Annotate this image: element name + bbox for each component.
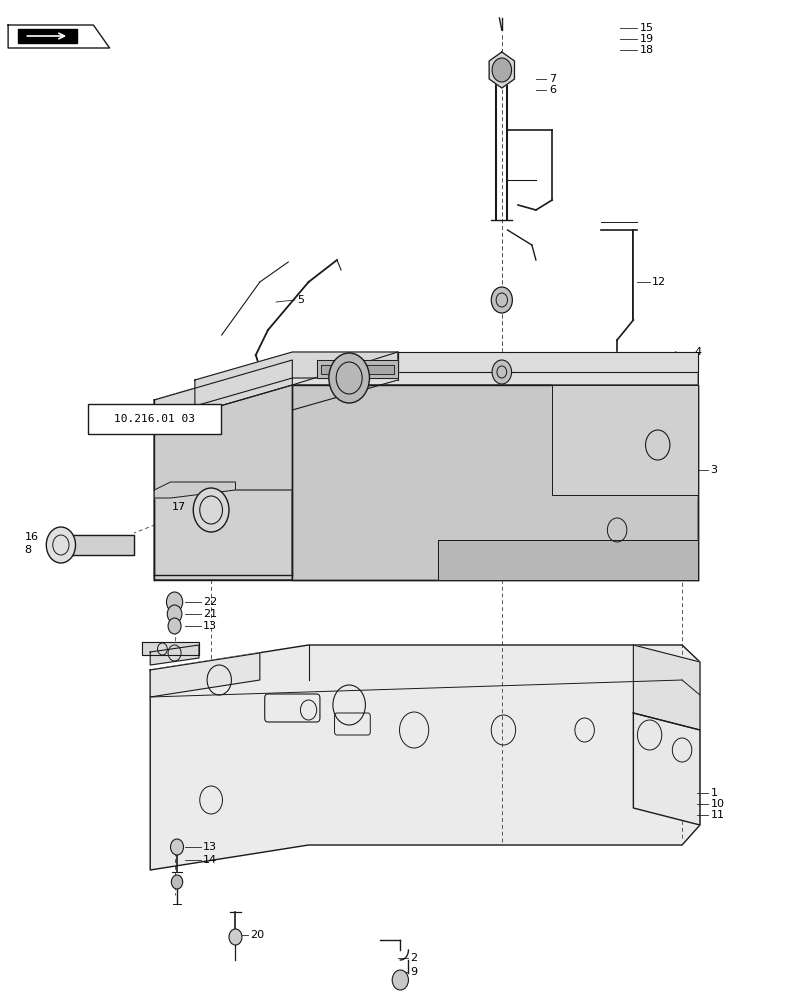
Polygon shape — [154, 482, 235, 498]
Text: 2: 2 — [410, 953, 417, 963]
Text: 10.216.01 03: 10.216.01 03 — [114, 414, 195, 424]
Text: 7: 7 — [548, 74, 556, 84]
Text: 19: 19 — [639, 34, 653, 44]
Circle shape — [229, 929, 242, 945]
Circle shape — [170, 839, 183, 855]
Polygon shape — [320, 365, 393, 374]
Circle shape — [167, 605, 182, 623]
Polygon shape — [8, 25, 109, 48]
Circle shape — [166, 592, 182, 612]
Polygon shape — [292, 385, 697, 580]
Circle shape — [392, 970, 408, 990]
Text: 5: 5 — [297, 295, 304, 305]
Text: 6: 6 — [548, 85, 556, 95]
Text: 18: 18 — [639, 45, 653, 55]
Circle shape — [171, 875, 182, 889]
Circle shape — [491, 287, 512, 313]
Circle shape — [328, 353, 369, 403]
Text: 4: 4 — [693, 347, 701, 357]
Text: 20: 20 — [250, 930, 264, 940]
Text: 11: 11 — [710, 810, 723, 820]
Text: 21: 21 — [203, 609, 217, 619]
Text: 9: 9 — [410, 967, 417, 977]
Polygon shape — [57, 535, 134, 555]
Text: 13: 13 — [203, 621, 217, 631]
Polygon shape — [154, 360, 292, 425]
Text: 16: 16 — [24, 532, 38, 542]
Polygon shape — [18, 29, 77, 43]
Circle shape — [193, 488, 229, 532]
Circle shape — [46, 527, 75, 563]
Polygon shape — [551, 385, 697, 495]
Polygon shape — [316, 360, 397, 378]
Polygon shape — [150, 653, 260, 697]
Circle shape — [491, 360, 511, 384]
Circle shape — [168, 618, 181, 634]
Polygon shape — [633, 713, 699, 825]
Polygon shape — [150, 645, 699, 870]
Polygon shape — [488, 52, 514, 88]
Polygon shape — [150, 645, 199, 665]
Text: 22: 22 — [203, 597, 217, 607]
Polygon shape — [195, 352, 397, 406]
Text: 12: 12 — [651, 277, 665, 287]
Text: 13: 13 — [203, 842, 217, 852]
Polygon shape — [397, 352, 697, 372]
Polygon shape — [633, 645, 699, 730]
Polygon shape — [438, 540, 697, 580]
Polygon shape — [154, 385, 292, 490]
Text: 17: 17 — [172, 502, 186, 512]
Text: 8: 8 — [24, 545, 32, 555]
Text: 15: 15 — [639, 23, 653, 33]
Polygon shape — [154, 385, 292, 580]
FancyBboxPatch shape — [88, 404, 221, 434]
Text: 10: 10 — [710, 799, 723, 809]
Text: 1: 1 — [710, 788, 717, 798]
Polygon shape — [142, 642, 199, 655]
Text: 14: 14 — [203, 855, 217, 865]
Polygon shape — [154, 360, 697, 425]
Text: 3: 3 — [710, 465, 717, 475]
Circle shape — [491, 58, 511, 82]
